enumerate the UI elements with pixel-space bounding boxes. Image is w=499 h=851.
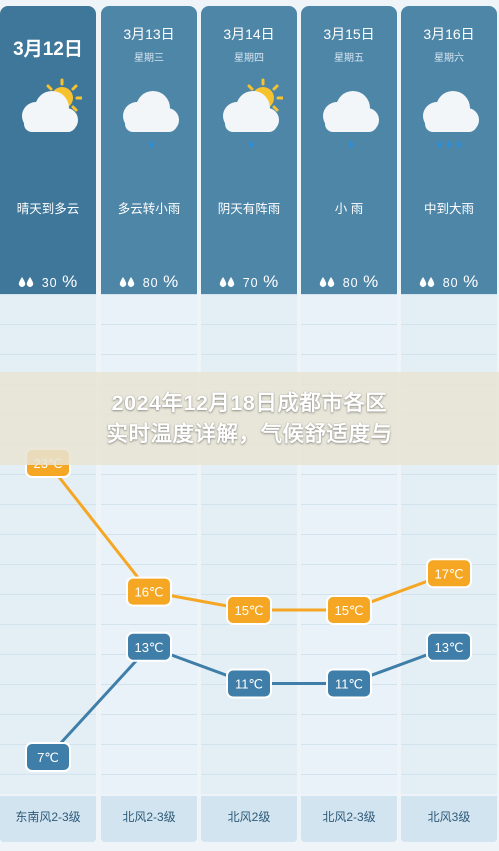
chart-column-background: [101, 294, 197, 794]
day-weekday: 星期六: [434, 53, 464, 64]
sun-cloud-icon: [14, 76, 84, 156]
humidity-value: 80: [142, 276, 159, 290]
chart-column-background: [0, 294, 96, 794]
droplet-icon: [419, 277, 427, 288]
chart-column-background: [301, 294, 397, 794]
droplet-icon: [119, 277, 127, 288]
weather-description: 中到大雨: [423, 202, 474, 216]
day-weekday: 星期五: [334, 53, 364, 64]
sun-cloud-rain-icon: [215, 76, 285, 156]
humidity-unit: %: [463, 272, 480, 291]
day-date: 3月13日: [123, 26, 175, 42]
humidity-value: 80: [442, 276, 459, 290]
day-weekday: 星期三: [134, 53, 164, 64]
humidity-unit: %: [163, 272, 180, 291]
droplet-icon: [219, 277, 227, 288]
day-date: 3月15日: [323, 26, 375, 42]
day-panel: 3月12日晴天到多云 30 %: [0, 6, 96, 294]
humidity: 70 %: [201, 272, 297, 292]
day-panel: 3月15日星期五小 雨 80 %: [301, 6, 397, 294]
humidity-value: 80: [342, 276, 359, 290]
wind-label: 东南风2-3级: [0, 796, 96, 842]
cloud-rain-icon: [115, 76, 183, 156]
weather-description: 多云转小雨: [117, 202, 181, 216]
day-panel: 3月14日星期四阴天有阵雨 70 %: [201, 6, 297, 294]
droplet-icon: [427, 277, 435, 288]
humidity-value: 30: [41, 276, 58, 290]
cloud-rain-icon: [315, 76, 383, 156]
day-panel: 3月13日星期三多云转小雨 80 %: [101, 6, 197, 294]
humidity: 80 %: [301, 272, 397, 292]
day-date: 3月14日: [223, 26, 275, 42]
headline-line-2: 实时温度详解，气候舒适度与: [106, 422, 393, 446]
humidity: 80 %: [401, 272, 497, 292]
humidity-unit: %: [62, 272, 79, 291]
droplet-icon: [319, 277, 327, 288]
wind-label: 北风2-3级: [101, 796, 197, 842]
headline: 2024年12月18日成都市各区 实时温度详解，气候舒适度与: [0, 388, 499, 450]
day-panel: 3月16日星期六中到大雨 80 %: [401, 6, 497, 294]
humidity-unit: %: [263, 272, 280, 291]
droplet-icon: [26, 277, 34, 288]
humidity-unit: %: [363, 272, 380, 291]
weather-description: 晴天到多云: [16, 202, 80, 216]
weather-description: 小 雨: [334, 202, 364, 216]
wind-label: 北风2-3级: [301, 796, 397, 842]
chart-column-background: [201, 294, 297, 794]
wind-label: 北风3级: [401, 796, 497, 842]
droplet-icon: [327, 277, 335, 288]
droplet-icon: [18, 277, 26, 288]
humidity-value: 70: [242, 276, 259, 290]
chart-column-background: [401, 294, 497, 794]
weather-description: 阴天有阵雨: [217, 202, 281, 216]
droplet-icon: [127, 277, 135, 288]
day-date: 3月12日: [13, 39, 83, 60]
day-date: 3月16日: [423, 26, 475, 42]
headline-band: [0, 372, 499, 465]
humidity: 80 %: [101, 272, 197, 292]
humidity: 30 %: [0, 272, 96, 292]
headline-line-1: 2024年12月18日成都市各区: [111, 391, 388, 415]
cloud-heavy-rain-icon: [415, 76, 483, 156]
wind-label: 北风2级: [201, 796, 297, 842]
droplet-icon: [227, 277, 235, 288]
day-weekday: 星期四: [234, 53, 264, 64]
